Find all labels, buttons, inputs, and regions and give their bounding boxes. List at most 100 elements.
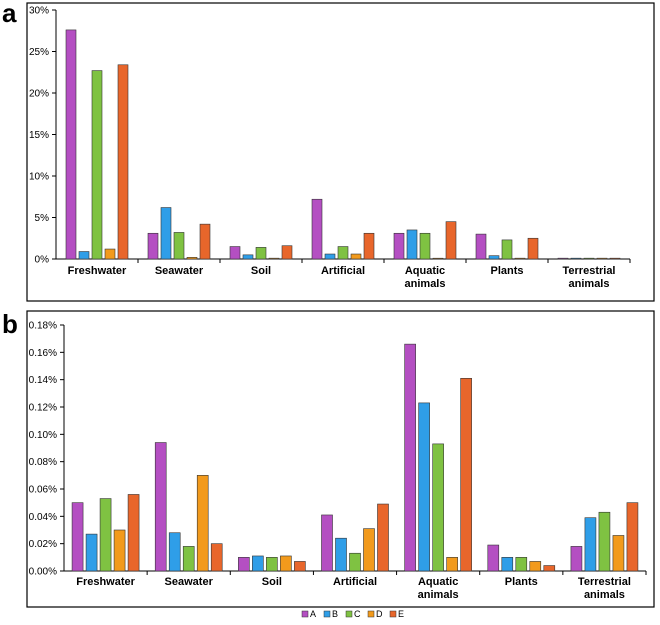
x-category-label: Soil xyxy=(262,576,282,588)
chart-panel-b: b 0.00% 0.02% 0.04% 0.06% 0.08% 0.10% 0.12% 0.14… xyxy=(2,309,655,608)
bar-a xyxy=(229,246,241,260)
bar-e xyxy=(127,494,140,572)
bar-c xyxy=(266,557,278,572)
bar-d xyxy=(363,528,375,572)
x-category-label: Plants xyxy=(490,265,523,277)
x-category-label: Artificial xyxy=(333,576,377,588)
y-tick-label: 0.02% xyxy=(29,539,57,550)
chart-panel-a: a 0% 5% 10% 15% 20% 25% 30% Freshwater Seawater So… xyxy=(2,0,655,302)
bar-d xyxy=(529,561,542,572)
legend: A B C D E xyxy=(301,609,404,619)
bar-d xyxy=(350,253,362,260)
y-tick-label: 25% xyxy=(29,47,49,58)
y-tick-label: 0.10% xyxy=(29,430,57,441)
x-category-label: Aquatic xyxy=(405,265,445,277)
bar-d xyxy=(268,257,280,260)
bar-e xyxy=(117,64,129,260)
bar-a xyxy=(71,502,84,572)
bar-b xyxy=(252,555,264,572)
bar-c xyxy=(91,70,103,260)
legend-label: B xyxy=(332,609,338,619)
y-tick-label: 0.00% xyxy=(29,567,57,578)
x-category-label: Seawater xyxy=(155,265,204,277)
bar-e xyxy=(363,232,375,260)
y-tick-label: 10% xyxy=(29,172,49,183)
bar-d xyxy=(186,257,198,260)
legend-label: A xyxy=(310,609,316,619)
bar-e xyxy=(527,237,539,260)
x-category-label: animals xyxy=(418,589,459,601)
bar-a xyxy=(238,557,250,572)
x-category-label: animals xyxy=(405,278,446,290)
x-category-label: Aquatic xyxy=(418,576,458,588)
x-category-label: Soil xyxy=(251,265,271,277)
bar-c xyxy=(419,232,431,260)
bar-d xyxy=(280,555,292,572)
bar-a xyxy=(487,544,500,572)
bar-a xyxy=(570,546,583,572)
bar-d xyxy=(104,248,116,260)
legend-label: C xyxy=(354,609,361,619)
x-category-label: animals xyxy=(584,589,625,601)
x-category-label: Freshwater xyxy=(68,265,127,277)
bar-c xyxy=(173,232,185,260)
bar-d xyxy=(432,257,444,260)
x-category-label: Plants xyxy=(505,576,538,588)
bar-b xyxy=(501,557,514,572)
y-tick-label: 0.08% xyxy=(29,457,57,468)
bar-a xyxy=(321,514,333,572)
bar-d xyxy=(196,475,209,572)
bar-e xyxy=(210,543,223,572)
bar-b xyxy=(488,255,500,260)
x-category-label: Freshwater xyxy=(76,576,135,588)
y-tick-label: 5% xyxy=(35,213,50,224)
bar-e xyxy=(294,561,306,572)
bar-b xyxy=(160,207,172,260)
y-tick-label: 0.06% xyxy=(29,485,57,496)
y-tick-label: 0.04% xyxy=(29,512,57,523)
legend-swatch-b xyxy=(323,610,331,618)
y-tick-label: 0.18% xyxy=(29,321,57,332)
bar-b xyxy=(78,251,90,260)
legend-label: E xyxy=(398,609,404,619)
bar-e xyxy=(445,221,457,260)
bar-c xyxy=(515,557,528,572)
bar-c xyxy=(337,246,349,260)
bar-c xyxy=(432,443,444,572)
panel-frame xyxy=(26,2,655,302)
legend-swatch-d xyxy=(367,610,375,618)
bar-b xyxy=(584,517,597,572)
legend-swatch-e xyxy=(389,610,397,618)
bar-d xyxy=(514,257,526,260)
bar-a xyxy=(557,257,569,260)
bar-c xyxy=(255,247,267,260)
x-category-label: Artificial xyxy=(321,265,365,277)
y-tick-label: 0.16% xyxy=(29,348,57,359)
bar-a xyxy=(404,343,416,572)
bar-b xyxy=(335,537,347,572)
bar-d xyxy=(446,557,458,572)
bar-e xyxy=(626,502,639,572)
y-tick-label: 0.12% xyxy=(29,403,57,414)
bar-c xyxy=(99,498,112,572)
x-category-label: Seawater xyxy=(165,576,214,588)
panel-label: a xyxy=(2,0,17,28)
bar-a xyxy=(65,29,77,260)
bar-b xyxy=(242,254,254,260)
bar-e xyxy=(377,503,389,572)
legend-swatch-c xyxy=(345,610,353,618)
bar-d xyxy=(612,535,625,572)
bar-e xyxy=(199,223,211,260)
legend-swatch-a xyxy=(301,610,309,618)
bar-b xyxy=(168,532,181,572)
bar-a xyxy=(154,442,167,572)
bar-b xyxy=(418,402,430,572)
y-tick-label: 30% xyxy=(29,6,49,17)
bar-e xyxy=(609,257,621,260)
bar-e xyxy=(460,377,472,572)
bar-c xyxy=(598,511,611,572)
panel-frame xyxy=(26,310,655,608)
legend-label: D xyxy=(376,609,383,619)
y-tick-label: 15% xyxy=(29,130,49,141)
bar-c xyxy=(182,546,195,572)
